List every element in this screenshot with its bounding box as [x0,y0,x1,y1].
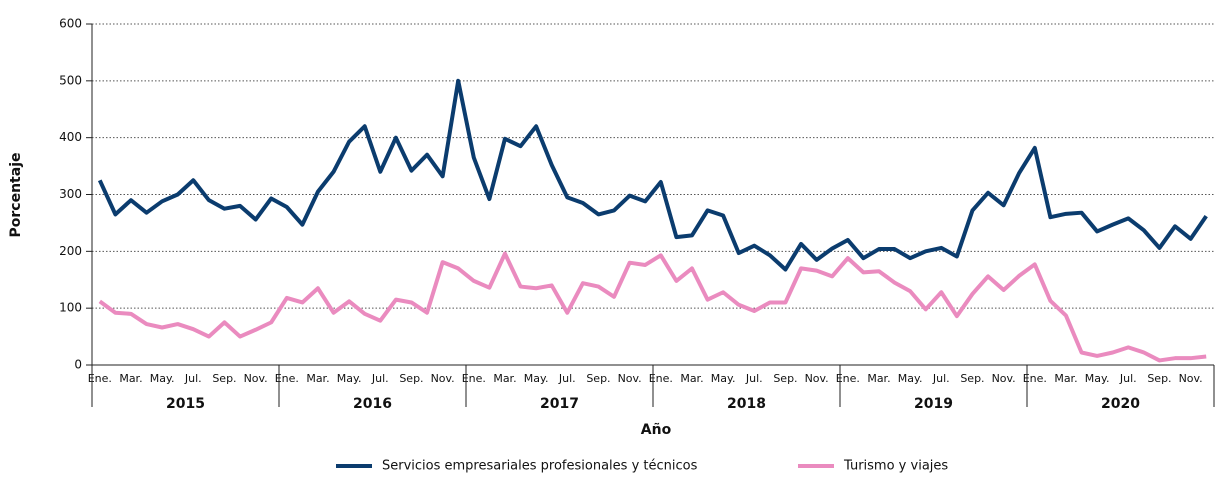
x-tick-label: Jul. [932,372,950,385]
y-tick-label: 100 [59,301,82,315]
y-tick-label: 0 [74,358,82,372]
x-tick-label: Sep. [399,372,423,385]
x-tick-label: Nov. [618,372,642,385]
series-line [97,78,1208,272]
year-label: 2017 [540,396,579,412]
x-tick-label: Ene. [1023,372,1047,385]
x-tick-label: Jul. [1119,372,1137,385]
x-tick-label: Mar. [680,372,703,385]
x-tick-label: Mar. [493,372,516,385]
year-label: 2018 [727,396,766,412]
x-tick-label: Mar. [867,372,890,385]
x-tick-label: Sep. [960,372,984,385]
legend-label: Servicios empresariales profesionales y … [382,459,698,474]
x-tick-label: Sep. [586,372,610,385]
x-tick-label: May. [898,372,923,385]
x-tick-label: Mar. [119,372,142,385]
x-tick-label: Nov. [992,372,1016,385]
x-tick-label: Jul. [371,372,389,385]
x-tick-label: Sep. [212,372,236,385]
x-tick-label: Sep. [1147,372,1171,385]
y-tick-label: 500 [59,73,82,87]
x-tick-label: May. [524,372,549,385]
series-line [98,251,1207,363]
y-tick-label: 300 [59,187,82,201]
x-tick-label: Jul. [745,372,763,385]
year-label: 2015 [166,396,205,412]
x-tick-label: Ene. [836,372,860,385]
x-tick-label: Mar. [1054,372,1077,385]
x-tick-label: May. [1085,372,1110,385]
x-tick-label: Jul. [558,372,576,385]
x-tick-label: May. [337,372,362,385]
x-tick-label: Nov. [431,372,455,385]
x-tick-label: Nov. [805,372,829,385]
year-label: 2020 [1101,396,1140,412]
x-tick-label: Sep. [773,372,797,385]
y-tick-label: 200 [59,244,82,258]
x-tick-label: Ene. [88,372,112,385]
x-tick-label: Ene. [649,372,673,385]
x-tick-label: Nov. [244,372,268,385]
x-tick-label: Nov. [1179,372,1203,385]
x-tick-label: Ene. [275,372,299,385]
x-tick-label: May. [711,372,736,385]
x-tick-label: Ene. [462,372,486,385]
y-tick-label: 600 [59,17,82,31]
legend-label: Turismo y viajes [843,459,948,474]
year-label: 2019 [914,396,953,412]
year-label: 2016 [353,396,392,412]
x-tick-label: Mar. [306,372,329,385]
x-tick-label: Jul. [184,372,202,385]
x-axis-title: Año [641,422,672,438]
x-tick-label: May. [150,372,175,385]
y-axis-title: Porcentaje [8,153,24,238]
y-tick-label: 400 [59,130,82,144]
